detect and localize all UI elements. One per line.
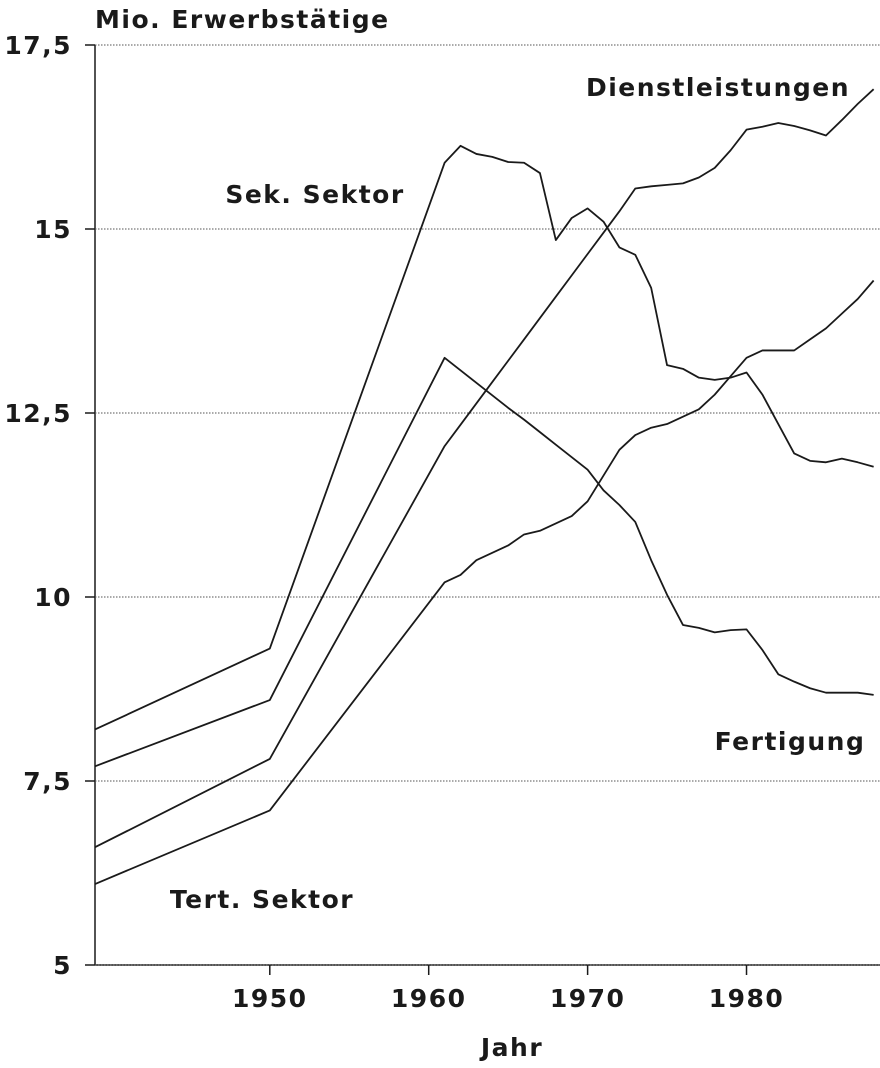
x-tick-label: 1980 (709, 984, 785, 1013)
y-axis-title: Mio. Erwerbstätige (95, 5, 390, 34)
x-tick-label: 1950 (232, 984, 308, 1013)
y-tick-label: 7,5 (23, 767, 72, 796)
y-tick-label: 15 (34, 215, 72, 244)
series-label: Fertigung (715, 727, 866, 756)
x-tick-label: 1960 (391, 984, 467, 1013)
x-axis-title: Jahr (479, 1033, 543, 1062)
y-tick-label: 5 (53, 951, 72, 980)
y-tick-label: 17,5 (4, 31, 72, 60)
series-line (94, 279, 875, 885)
series-line (94, 356, 874, 768)
y-tick-label: 10 (34, 583, 72, 612)
series-label: Sek. Sektor (225, 180, 404, 209)
y-tick-label: 12,5 (4, 399, 72, 428)
series-line (94, 144, 874, 731)
series-label: Dienstleistungen (586, 73, 850, 102)
series-line (94, 88, 875, 849)
series-label: Tert. Sektor (170, 885, 354, 914)
x-tick-label: 1970 (550, 984, 626, 1013)
